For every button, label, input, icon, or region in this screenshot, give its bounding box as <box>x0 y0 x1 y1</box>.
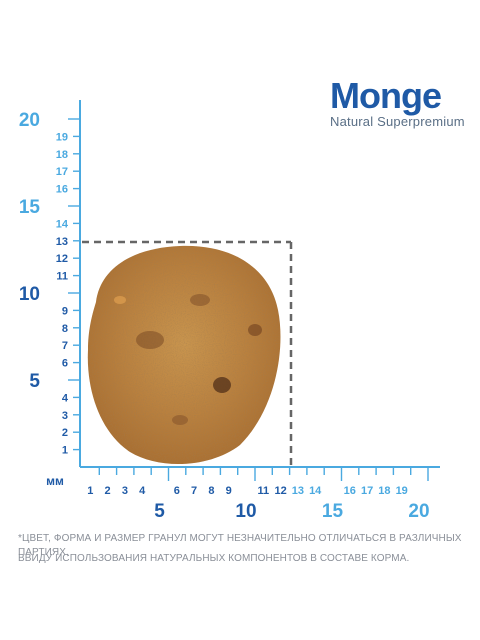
horizontal-tick-label: 9 <box>226 485 232 497</box>
vertical-major-label: 20 <box>19 110 40 131</box>
kibble-image <box>87 245 281 465</box>
vertical-tick-label: 8 <box>62 323 68 335</box>
horizontal-tick-label: 1 <box>87 485 93 497</box>
vertical-tick-label: 9 <box>62 305 68 317</box>
horizontal-tick-label: 16 <box>344 485 356 497</box>
horizontal-major-label: 15 <box>322 501 344 522</box>
horizontal-tick-label: 6 <box>174 485 180 497</box>
horizontal-tick-label: 18 <box>378 485 390 497</box>
horizontal-ruler: 1 2 3 4 6 7 8 9 11 12 13 14 16 17 18 195 10 15 20 <box>80 466 440 522</box>
horizontal-major-label: 5 <box>154 501 165 522</box>
vertical-tick-label: 13 <box>56 236 68 248</box>
vertical-tick-label: 14 <box>56 218 69 230</box>
disclaimer-line-1: *ЦВЕТ, ФОРМА И РАЗМЕР ГРАНУЛ МОГУТ НЕЗНА… <box>18 533 462 558</box>
horizontal-tick-label: 7 <box>191 485 197 497</box>
brand-tagline: Natural Superpremium <box>330 114 465 129</box>
horizontal-tick-label: 19 <box>396 485 408 497</box>
vertical-tick-label: 19 <box>56 131 68 143</box>
vertical-tick-label: 6 <box>62 358 68 370</box>
vertical-tick-label: 17 <box>56 166 68 178</box>
horizontal-tick-label: 13 <box>292 485 304 497</box>
vertical-major-label: 5 <box>29 371 40 392</box>
horizontal-tick-label: 3 <box>122 485 128 497</box>
brand-name: Monge <box>330 75 442 116</box>
horizontal-tick-label: 11 <box>257 485 269 497</box>
size-frame <box>82 240 293 468</box>
disclaimer-line-2: ВВИДУ ИСПОЛЬЗОВАНИЯ НАТУРАЛЬНЫХ КОМПОНЕН… <box>18 553 410 564</box>
vertical-tick-label: 7 <box>62 340 68 352</box>
vertical-tick-label: 12 <box>56 253 68 265</box>
vertical-tick-label: 2 <box>62 427 68 439</box>
vertical-tick-label: 4 <box>62 392 69 404</box>
vertical-tick-label: 1 <box>62 445 68 457</box>
horizontal-tick-label: 4 <box>139 485 146 497</box>
vertical-tick-label: 3 <box>62 410 68 422</box>
horizontal-major-label: 20 <box>408 501 429 522</box>
horizontal-tick-label: 8 <box>208 485 214 497</box>
vertical-major-label: 10 <box>19 284 40 305</box>
horizontal-tick-label: 2 <box>105 485 111 497</box>
vertical-tick-label: 16 <box>56 184 68 196</box>
horizontal-tick-label: 17 <box>361 485 373 497</box>
vertical-major-label: 15 <box>19 197 41 218</box>
brand-logo: Monge Natural Superpremium <box>330 75 465 130</box>
unit-label: мм <box>46 474 64 488</box>
vertical-tick-label: 11 <box>56 271 68 283</box>
horizontal-tick-label: 14 <box>309 485 322 497</box>
horizontal-tick-label: 12 <box>274 485 286 497</box>
vertical-tick-label: 18 <box>56 149 68 161</box>
horizontal-major-label: 10 <box>235 501 256 522</box>
